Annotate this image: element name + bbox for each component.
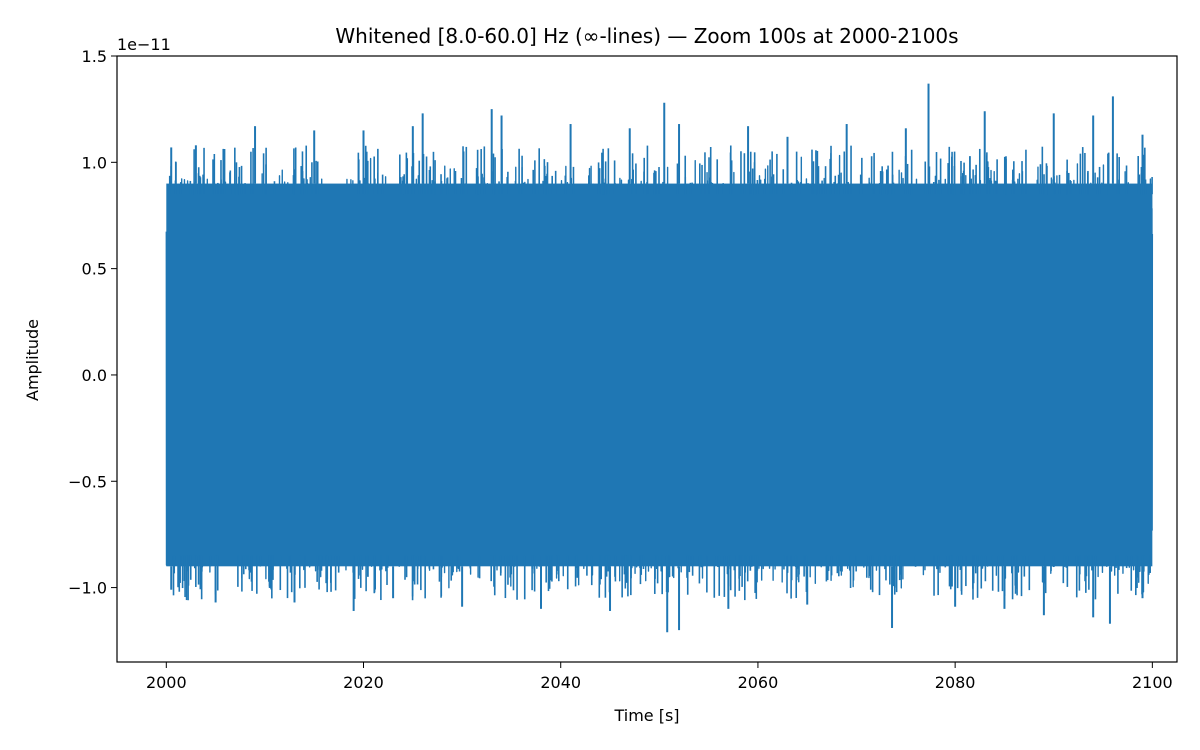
series-layer xyxy=(165,83,1154,633)
y-axis-ticks: −1.0 −0.5 0.0 0.5 1.0 1.5 xyxy=(68,47,117,598)
x-tick-label: 2080 xyxy=(935,673,976,692)
plot-area xyxy=(116,55,1178,663)
axes-frame xyxy=(116,55,1178,663)
chart-title: Whitened [8.0-60.0] Hz (∞-lines) — Zoom … xyxy=(335,24,958,48)
y-tick-label: 1.5 xyxy=(82,47,107,66)
y-tick-label: −0.5 xyxy=(68,472,107,491)
y-tick-label: 0.0 xyxy=(82,366,107,385)
y-offset-label: 1e−11 xyxy=(117,35,171,54)
series-dense-band xyxy=(166,183,1153,567)
y-tick-label: 0.5 xyxy=(82,260,107,279)
x-tick-label: 2040 xyxy=(540,673,581,692)
x-axis-ticks: 2000 2020 2040 2060 2080 2100 xyxy=(146,662,1173,692)
x-tick-label: 2000 xyxy=(146,673,187,692)
y-tick-label: 1.0 xyxy=(82,153,107,172)
x-axis-label: Time [s] xyxy=(613,706,679,725)
y-tick-label: −1.0 xyxy=(68,579,107,598)
x-tick-label: 2020 xyxy=(343,673,384,692)
x-tick-label: 2100 xyxy=(1132,673,1173,692)
y-axis-label: Amplitude xyxy=(23,319,42,401)
x-tick-label: 2060 xyxy=(738,673,779,692)
